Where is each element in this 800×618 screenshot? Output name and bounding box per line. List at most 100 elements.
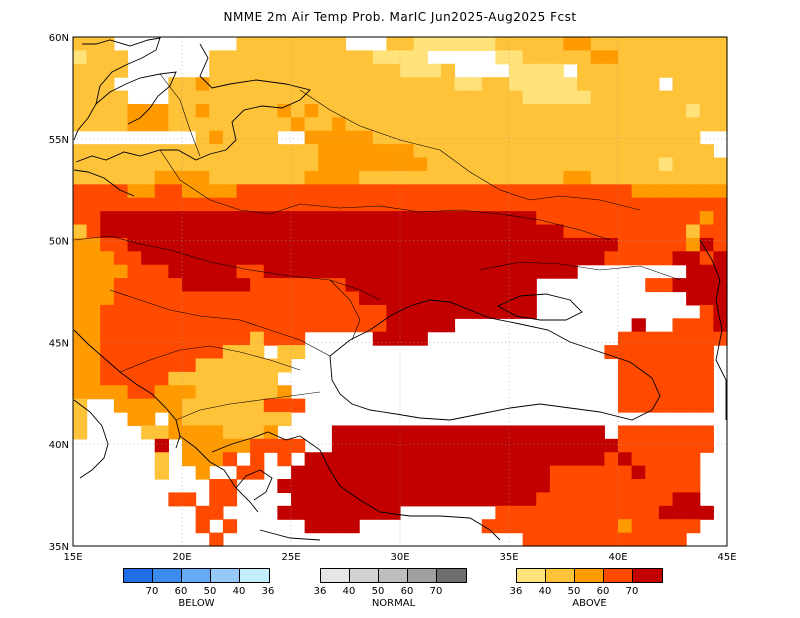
probability-cell [345, 197, 360, 212]
probability-cell [182, 157, 197, 172]
probability-cell [454, 37, 469, 51]
probability-cell [236, 184, 251, 199]
probability-cell [522, 465, 537, 480]
probability-cell [209, 117, 224, 132]
probability-cell [577, 144, 592, 159]
probability-cell [509, 237, 524, 252]
probability-cell [427, 197, 442, 212]
probability-cell [604, 505, 619, 520]
probability-cell [113, 264, 129, 279]
probability-cell [577, 251, 592, 266]
probability-cell [577, 492, 592, 507]
above-swatch [633, 569, 662, 582]
probability-cell [100, 37, 115, 51]
probability-cell [86, 237, 101, 252]
probability-cell [427, 318, 442, 333]
normal-tick: 40 [342, 586, 356, 597]
probability-cell [645, 77, 660, 92]
probability-cell [277, 197, 292, 212]
probability-cell [631, 197, 646, 212]
probability-cell [113, 371, 129, 386]
probability-cell [427, 224, 442, 239]
probability-cell [127, 170, 142, 185]
country-borders [73, 73, 681, 421]
probability-cell [168, 345, 183, 360]
probability-cell [400, 251, 415, 266]
probability-cell [413, 117, 428, 132]
probability-cell [631, 452, 646, 467]
probability-cell [645, 492, 660, 507]
probability-cell [549, 90, 565, 105]
probability-cell [127, 264, 142, 279]
probability-cell [631, 345, 646, 360]
probability-cell [386, 465, 401, 480]
probability-cell [645, 465, 660, 480]
probability-cell [509, 278, 524, 293]
probability-cell [100, 144, 115, 159]
probability-cell [549, 251, 565, 266]
probability-cell [250, 63, 265, 78]
probability-cell [495, 492, 510, 507]
probability-cell [222, 519, 238, 534]
probability-cell [440, 144, 456, 159]
probability-cell [127, 117, 142, 132]
probability-cell [590, 465, 605, 480]
probability-cell [563, 452, 578, 467]
probability-cell [263, 130, 278, 145]
probability-cell [86, 117, 101, 132]
probability-cell [168, 264, 183, 279]
probability-cell [372, 465, 387, 480]
probability-cell [345, 63, 360, 78]
probability-cell [618, 519, 633, 534]
probability-cell [73, 63, 88, 78]
probability-cell [645, 63, 660, 78]
probability-cell [236, 465, 251, 480]
probability-cell [549, 130, 565, 145]
probability-cell [522, 37, 537, 51]
probability-cell [645, 117, 660, 132]
probability-cell [686, 197, 701, 212]
probability-cell [291, 304, 306, 319]
probability-cell [359, 117, 374, 132]
probability-cell [318, 197, 333, 212]
probability-cell [699, 63, 714, 78]
probability-cell [318, 291, 333, 306]
probability-cell [195, 157, 210, 172]
probability-cell [386, 318, 401, 333]
probability-cell [304, 465, 319, 480]
probability-cell [440, 278, 456, 293]
probability-cell [590, 103, 605, 118]
probability-cell [277, 304, 292, 319]
probability-cell [291, 103, 306, 118]
probability-cell [291, 170, 306, 185]
probability-cell [468, 251, 483, 266]
probability-cell [372, 103, 387, 118]
probability-cell [481, 519, 496, 534]
probability-cell [168, 184, 183, 199]
probability-cell [73, 358, 88, 373]
probability-cell [413, 77, 428, 92]
probability-cell [481, 452, 496, 467]
probability-cell [699, 211, 714, 226]
probability-cell [427, 184, 442, 199]
probability-cell [168, 492, 183, 507]
probability-cell [372, 452, 387, 467]
probability-cell [604, 90, 619, 105]
probability-cell [645, 385, 660, 400]
probability-cell [222, 398, 238, 413]
probability-cell [182, 398, 197, 413]
probability-cell [263, 197, 278, 212]
probability-cell [686, 398, 701, 413]
probability-cell [209, 197, 224, 212]
probability-cell [645, 37, 660, 51]
probability-cell [291, 117, 306, 132]
probability-cell [195, 211, 210, 226]
probability-cell [699, 224, 714, 239]
probability-cell [331, 130, 347, 145]
latitude-label: 55N [49, 135, 69, 146]
probability-cell [413, 438, 428, 453]
probability-cell [359, 291, 374, 306]
probability-cell [236, 318, 251, 333]
probability-cell [263, 117, 278, 132]
probability-cell [699, 345, 714, 360]
